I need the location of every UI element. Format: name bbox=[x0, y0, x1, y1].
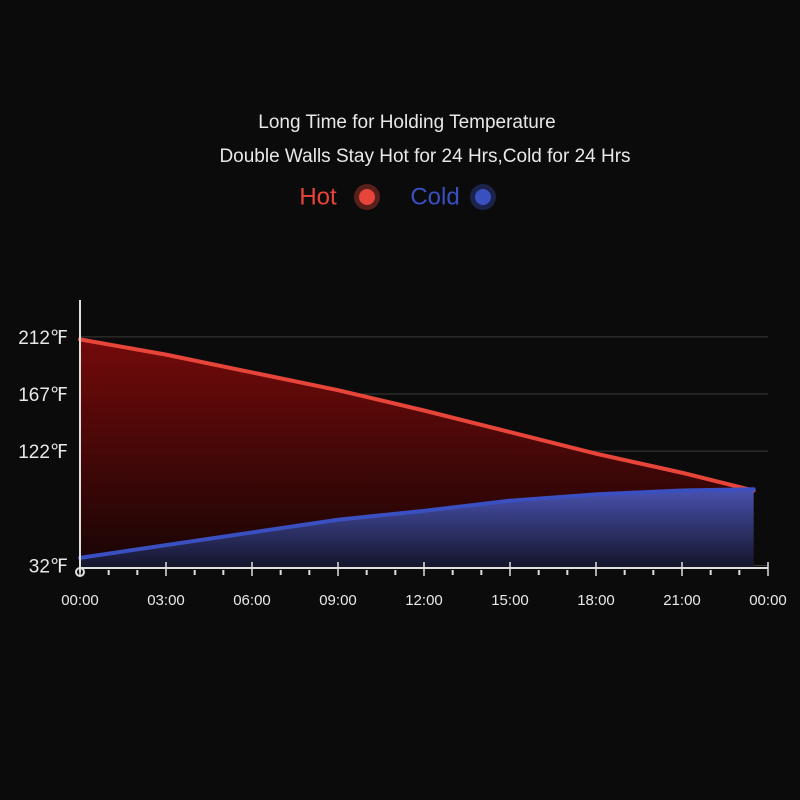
legend-marker bbox=[359, 189, 375, 205]
chart-title: Long Time for Holding Temperature bbox=[258, 112, 555, 133]
y-tick-label: 212℉ bbox=[18, 328, 68, 349]
line bbox=[78, 337, 756, 493]
area-fill bbox=[80, 489, 754, 568]
y-tick-label: 122℉ bbox=[18, 442, 68, 463]
x-tick-label: 21:00 bbox=[663, 592, 701, 609]
x-tick-label: 18:00 bbox=[577, 592, 615, 609]
y-tick-label: 167℉ bbox=[18, 385, 68, 406]
x-tick-label: 09:00 bbox=[319, 592, 357, 609]
x-tick-label: 15:00 bbox=[491, 592, 529, 609]
legend-label: Cold bbox=[410, 183, 459, 210]
x-tick-label: 06:00 bbox=[233, 592, 271, 609]
x-tick-label: 00:00 bbox=[61, 592, 99, 609]
legend-label: Hot bbox=[299, 183, 337, 210]
line bbox=[78, 487, 756, 560]
legend-marker bbox=[475, 189, 491, 205]
x-tick-label: 00:00 bbox=[749, 592, 787, 609]
chart-subtitle: Double Walls Stay Hot for 24 Hrs,Cold fo… bbox=[219, 146, 630, 167]
x-tick-label: 03:00 bbox=[147, 592, 185, 609]
legend: Hot Cold bbox=[299, 183, 496, 210]
x-tick-label: 12:00 bbox=[405, 592, 443, 609]
y-tick-label: 32℉ bbox=[29, 556, 68, 577]
